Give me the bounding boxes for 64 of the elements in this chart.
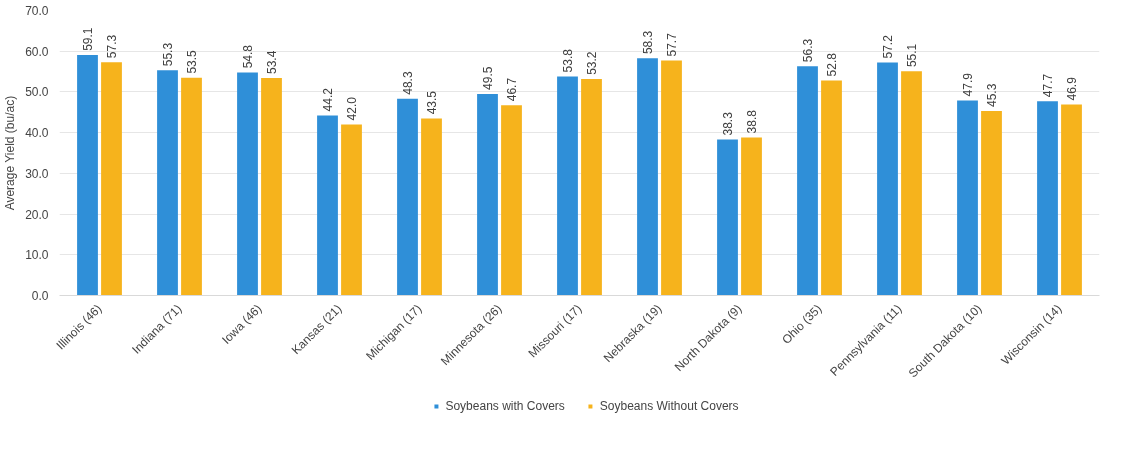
- data-label: 56.3: [801, 38, 815, 63]
- bar: [901, 71, 922, 296]
- data-label: 46.9: [1065, 76, 1079, 101]
- data-label: 53.5: [185, 49, 199, 74]
- y-tick-label: 0.0: [31, 289, 49, 303]
- y-axis-title: Average Yield (bu/ac): [3, 95, 18, 211]
- data-label: 46.7: [505, 77, 519, 102]
- data-label: 55.1: [905, 43, 919, 68]
- bar: [797, 66, 818, 296]
- data-label: 45.3: [985, 83, 999, 107]
- data-label: 57.2: [881, 34, 895, 59]
- bar: [981, 111, 1002, 296]
- bar: [637, 58, 658, 296]
- bar: [741, 137, 762, 296]
- data-label: 53.8: [561, 48, 575, 73]
- bar: [557, 76, 578, 296]
- bar: [581, 78, 602, 296]
- data-label: 54.8: [241, 44, 255, 69]
- data-label: 53.2: [585, 51, 599, 75]
- y-tick-label: 30.0: [25, 166, 49, 181]
- data-label: 53.4: [265, 50, 279, 75]
- bar: [501, 105, 522, 296]
- bar: [261, 78, 282, 296]
- bar: [421, 118, 442, 296]
- data-label: 57.3: [105, 34, 119, 59]
- data-label: 47.7: [1041, 73, 1055, 98]
- data-label: 49.5: [481, 66, 495, 90]
- bar: [877, 62, 898, 296]
- data-label: 47.9: [961, 72, 975, 97]
- bar: [821, 80, 842, 296]
- bar: [101, 62, 122, 296]
- y-tick-label: 50.0: [25, 85, 49, 100]
- data-label: 42.0: [345, 96, 359, 121]
- bar: [957, 100, 978, 296]
- data-label: 59.1: [81, 27, 95, 51]
- legend-label: Soybeans with Covers: [445, 399, 565, 413]
- y-tick-label: 10.0: [25, 248, 49, 263]
- bar: [1037, 101, 1058, 296]
- bar: [341, 124, 362, 296]
- y-tick-label: 70.0: [25, 4, 49, 18]
- data-label: 38.8: [745, 109, 759, 134]
- bar: [317, 115, 338, 296]
- y-tick-label: 40.0: [25, 126, 49, 141]
- data-label: 48.3: [401, 71, 415, 95]
- bar: [157, 70, 178, 296]
- bar: [1061, 104, 1082, 296]
- bar: [397, 98, 418, 296]
- bar: [77, 54, 98, 296]
- data-label: 43.5: [425, 90, 439, 115]
- data-label: 38.3: [721, 111, 735, 136]
- data-label: 58.3: [641, 30, 655, 55]
- y-tick-label: 20.0: [25, 207, 49, 222]
- bar: [181, 77, 202, 296]
- data-label: 55.3: [161, 42, 175, 67]
- bar: [661, 60, 682, 296]
- data-label: 52.8: [825, 52, 839, 77]
- bar: [237, 72, 258, 296]
- bar: [717, 139, 738, 296]
- data-label: 44.2: [321, 87, 335, 112]
- legend-label: Soybeans Without Covers: [599, 399, 739, 413]
- data-label: 57.7: [665, 32, 679, 57]
- bar: [477, 93, 498, 296]
- y-tick-label: 60.0: [25, 44, 49, 59]
- x-tick-label: Ohio (35): [779, 301, 825, 347]
